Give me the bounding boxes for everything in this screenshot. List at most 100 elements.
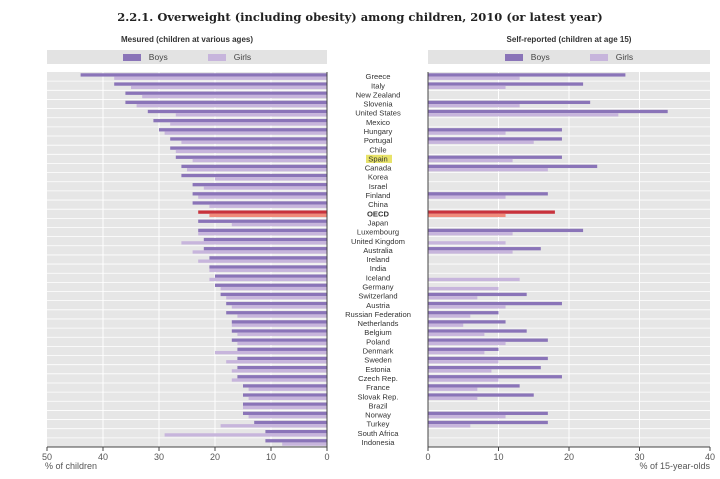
country-label: France xyxy=(366,383,390,392)
bar-girls-measured xyxy=(248,414,327,419)
country-label: Netherlands xyxy=(358,319,399,328)
bar-girls-measured xyxy=(175,149,327,154)
bar-boys-measured xyxy=(192,201,327,205)
bar-boys-measured xyxy=(265,439,327,443)
right-panel-title: Self-reported (children at age 15) xyxy=(506,35,632,44)
bar-girls-self-reported xyxy=(428,323,464,327)
country-label: United States xyxy=(355,109,401,118)
country-label: Canada xyxy=(365,164,392,173)
bar-girls-measured xyxy=(198,232,327,236)
bar-boys-self-reported xyxy=(428,210,555,214)
x-tick-label: 30 xyxy=(634,452,644,462)
country-label: OECD xyxy=(367,209,389,218)
country-label: Poland xyxy=(366,337,390,346)
bar-girls-self-reported xyxy=(428,241,506,245)
bar-girls-self-reported xyxy=(428,360,499,364)
bar-girls-measured xyxy=(215,350,327,355)
bar-boys-self-reported xyxy=(428,393,534,397)
bar-boys-self-reported xyxy=(428,338,548,342)
bar-boys-measured xyxy=(254,420,327,425)
bar-boys-measured xyxy=(215,283,327,287)
bar-boys-measured xyxy=(220,292,327,297)
bar-girls-measured xyxy=(231,222,327,227)
legend-label-girls: Girls xyxy=(233,52,252,62)
bar-girls-measured xyxy=(170,122,327,126)
legend-label-girls: Girls xyxy=(615,52,634,62)
bar-boys-measured xyxy=(243,402,327,406)
bar-girls-self-reported xyxy=(428,85,506,90)
left-panel-title: Mesured (children at various ages) xyxy=(120,35,254,44)
bar-boys-measured xyxy=(175,155,327,159)
bar-girls-measured xyxy=(131,85,327,90)
bar-girls-measured xyxy=(248,396,327,400)
bar-boys-measured xyxy=(243,411,327,415)
bar-boys-self-reported xyxy=(428,128,562,132)
bar-girls-measured xyxy=(203,186,327,190)
bar-girls-measured xyxy=(181,140,327,144)
right-legend: Boys Girls xyxy=(428,50,710,64)
chart-title: 2.2.1. Overweight (including obesity) am… xyxy=(117,10,603,24)
bar-boys-self-reported xyxy=(428,320,506,324)
bar-girls-self-reported xyxy=(428,104,520,108)
x-tick-label: 0 xyxy=(425,452,430,462)
bar-girls-measured xyxy=(282,442,327,446)
country-label: Hungary xyxy=(364,127,393,136)
bar-girls-self-reported xyxy=(428,158,513,163)
bar-girls-measured xyxy=(175,113,327,117)
country-label: Greece xyxy=(366,72,391,81)
x-tick-label: 10 xyxy=(266,452,276,462)
bar-boys-self-reported xyxy=(428,73,626,77)
bar-girls-measured xyxy=(114,76,327,80)
bar-girls-self-reported xyxy=(428,250,513,254)
country-label: Belgium xyxy=(364,328,391,337)
highlight-box xyxy=(366,154,392,163)
country-label: Iceland xyxy=(366,273,391,282)
bar-girls-measured xyxy=(215,177,327,181)
bar-girls-measured xyxy=(231,323,327,327)
bar-boys-self-reported xyxy=(428,411,548,415)
bar-boys-self-reported xyxy=(428,82,584,86)
bar-boys-self-reported xyxy=(428,292,527,297)
left-legend: Boys Girls xyxy=(47,50,327,64)
bar-boys-measured xyxy=(215,274,327,278)
bar-girls-measured xyxy=(237,332,327,336)
bar-girls-self-reported xyxy=(428,369,492,373)
bar-girls-self-reported xyxy=(428,195,506,199)
bar-boys-measured xyxy=(125,100,328,105)
bar-boys-self-reported xyxy=(428,109,668,114)
bar-girls-self-reported xyxy=(428,424,471,428)
x-tick-label: 50 xyxy=(42,452,52,462)
bar-girls-measured xyxy=(209,213,327,218)
x-axis-label: % of 15-year-olds xyxy=(639,461,710,471)
bar-boys-self-reported xyxy=(428,192,548,196)
bar-boys-measured xyxy=(114,82,327,86)
bar-girls-measured xyxy=(142,94,327,99)
country-label: Portugal xyxy=(364,136,393,145)
legend-label-boys: Boys xyxy=(148,52,168,62)
country-label: United Kingdom xyxy=(351,237,405,246)
bar-boys-measured xyxy=(198,210,327,214)
bar-girls-measured xyxy=(181,241,327,245)
bar-boys-self-reported xyxy=(428,420,548,425)
bar-girls-measured xyxy=(226,360,327,364)
bar-boys-self-reported xyxy=(428,228,584,233)
country-label: Czech Rep. xyxy=(358,374,398,383)
bar-boys-measured xyxy=(192,192,327,196)
bar-boys-measured xyxy=(209,265,327,269)
bar-boys-self-reported xyxy=(428,375,562,379)
bar-girls-self-reported xyxy=(428,213,506,218)
bar-boys-measured xyxy=(181,173,327,178)
bar-girls-self-reported xyxy=(428,414,506,419)
country-label: Spain xyxy=(368,154,387,163)
bar-boys-measured xyxy=(237,356,327,361)
bar-girls-measured xyxy=(164,433,327,437)
country-label: Brazil xyxy=(369,401,388,410)
country-label: Japan xyxy=(368,218,389,227)
country-label: Luxembourg xyxy=(357,228,399,237)
bar-boys-self-reported xyxy=(428,247,541,251)
bar-girls-measured xyxy=(237,314,327,318)
bar-boys-measured xyxy=(147,109,327,114)
country-label: Germany xyxy=(362,283,393,292)
bar-girls-measured xyxy=(220,424,327,428)
